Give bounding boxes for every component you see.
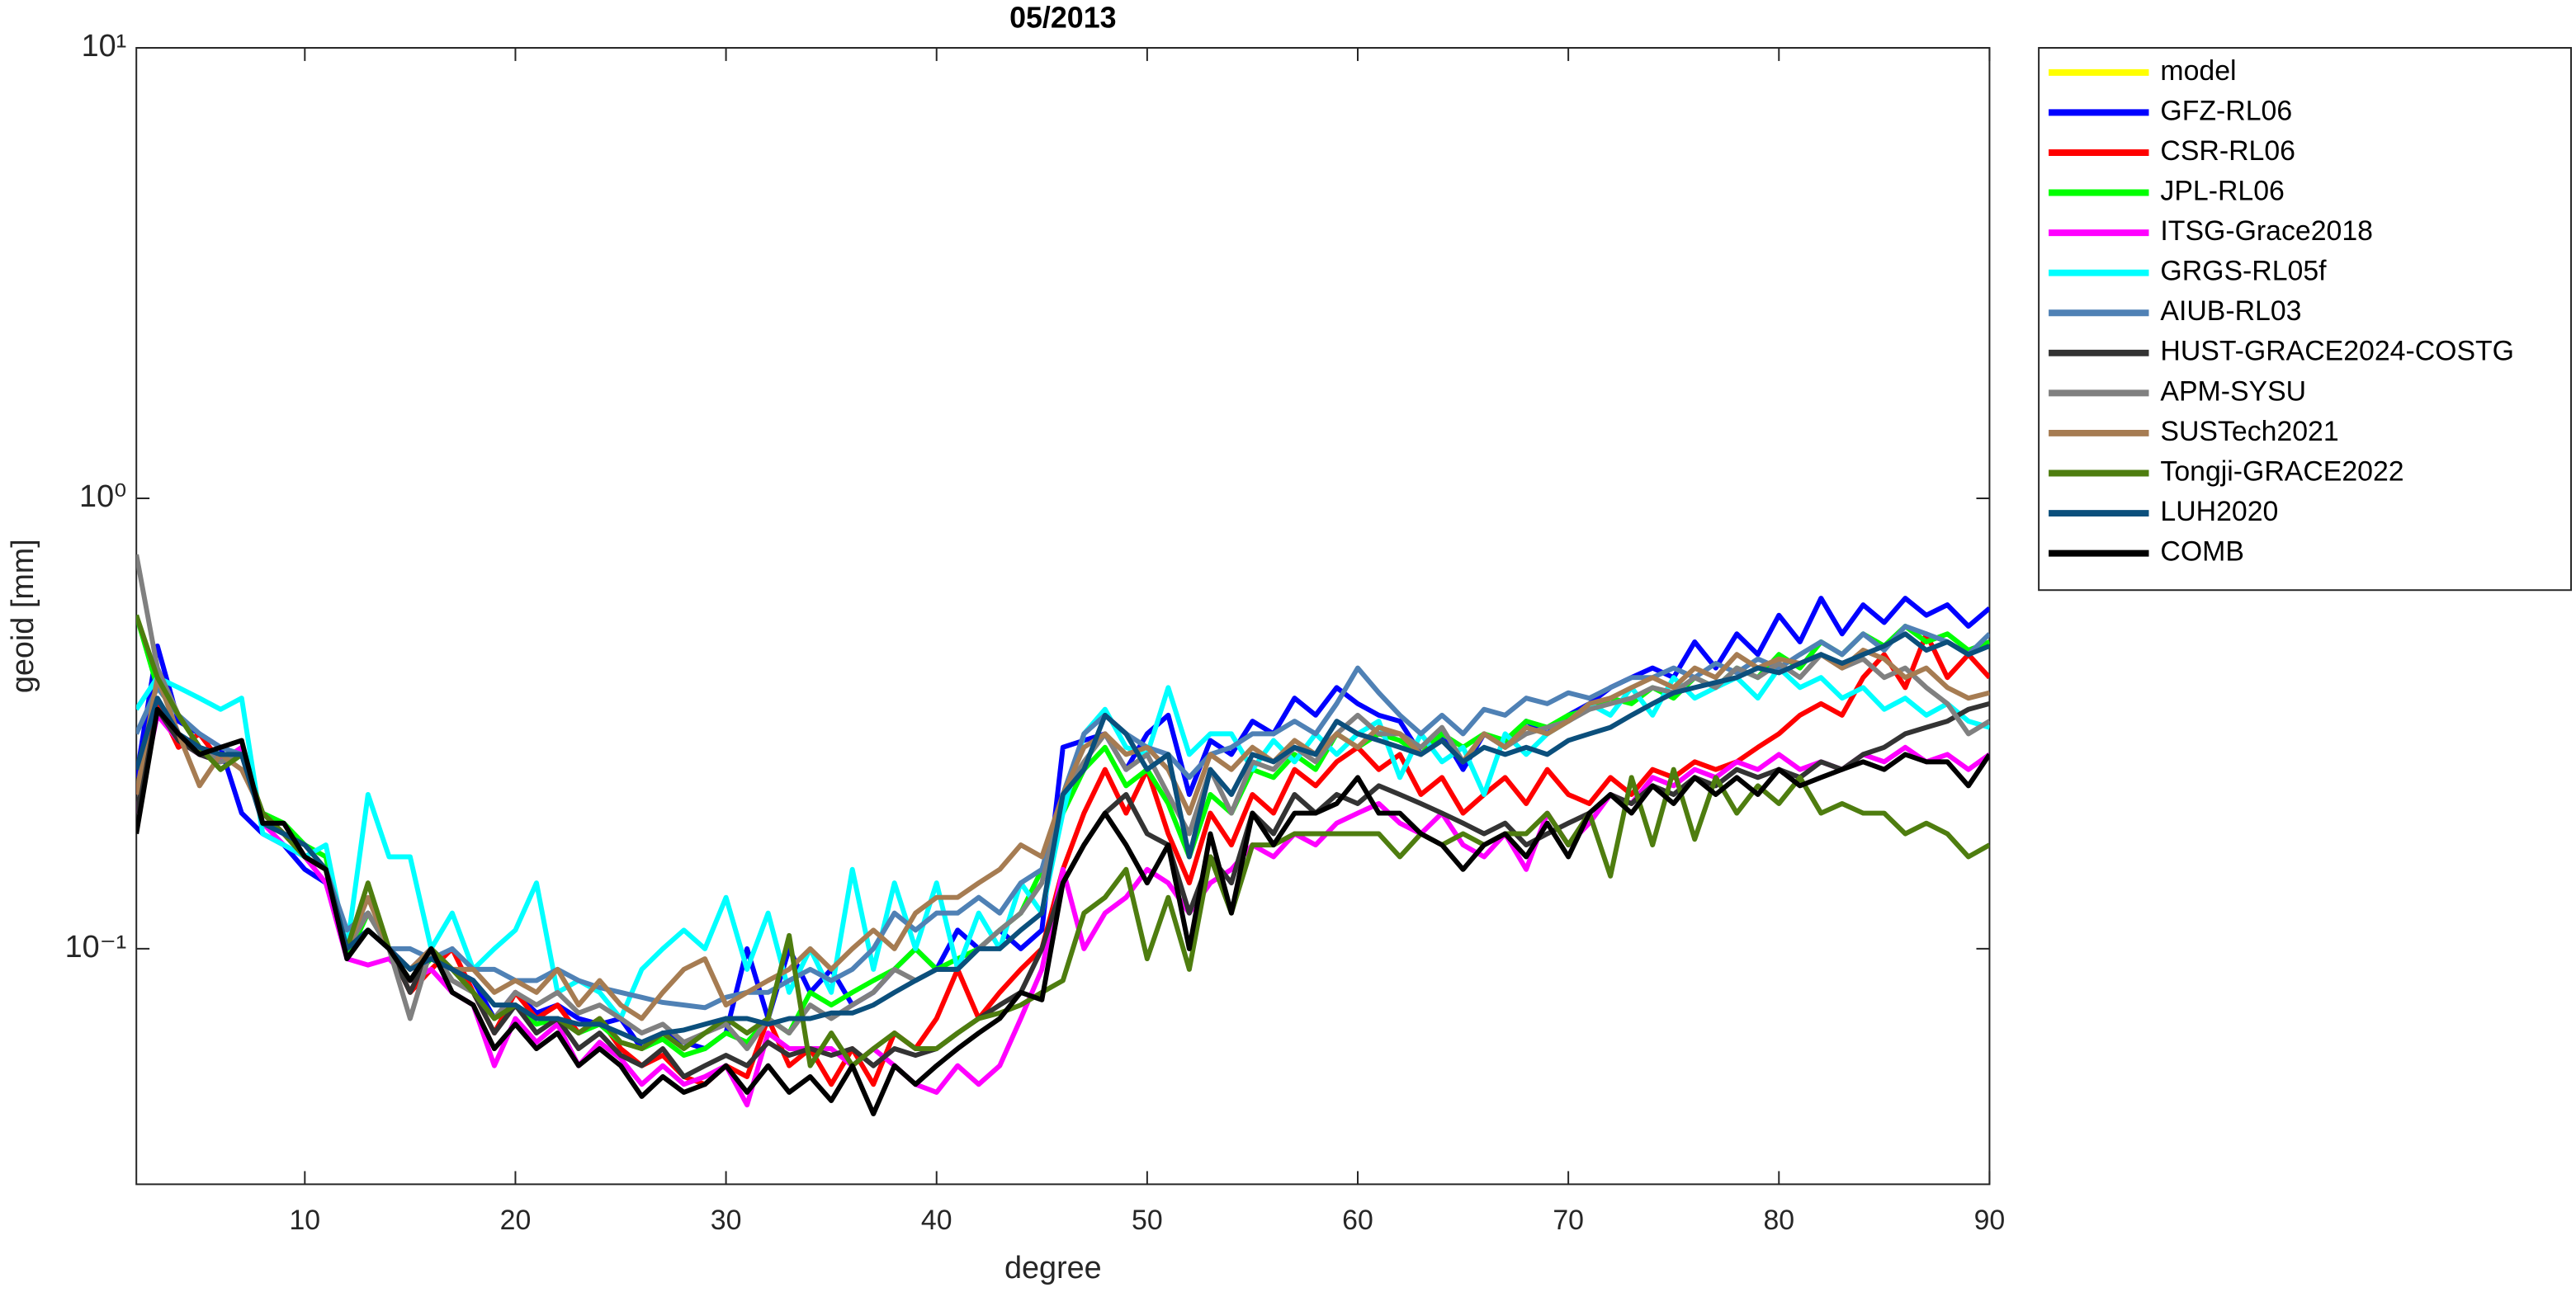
x-tick-label: 50: [1132, 1205, 1163, 1236]
series-line: [136, 706, 1990, 1117]
x-axis-label: degree: [1004, 1251, 1102, 1285]
legend-label: JPL-RL06: [2160, 175, 2284, 206]
series-line: [136, 712, 1990, 1108]
legend-label: ITSG-Grace2018: [2160, 215, 2373, 247]
legend-label: LUH2020: [2160, 496, 2278, 527]
legend-box: [2038, 46, 2573, 592]
legend-label: GFZ-RL06: [2160, 95, 2292, 126]
legend-label: COMB: [2160, 536, 2244, 568]
legend-label: SUSTech2021: [2160, 416, 2338, 447]
x-tick-label: 60: [1342, 1205, 1373, 1236]
legend-label: APM-SYSU: [2160, 375, 2306, 407]
x-tick-label: 20: [500, 1205, 532, 1236]
y-tick-label: 10⁻¹: [65, 930, 127, 964]
y-axis-label: geoid [mm]: [6, 539, 40, 693]
legend-label: model: [2160, 55, 2236, 87]
chart-title: 05/2013: [1009, 2, 1116, 35]
series-line: [136, 631, 1990, 1045]
x-tick-label: 80: [1763, 1205, 1794, 1236]
y-tick-label: 10¹: [82, 29, 127, 64]
legend-label: AIUB-RL03: [2160, 295, 2301, 327]
x-tick-label: 90: [1974, 1205, 2006, 1236]
x-tick-label: 40: [921, 1205, 952, 1236]
legend-label: GRGS-RL05f: [2160, 256, 2327, 287]
y-tick-label: 10⁰: [79, 479, 126, 514]
x-tick-label: 30: [711, 1205, 742, 1236]
legend-label: CSR-RL06: [2160, 135, 2295, 167]
legend-label: HUST-GRACE2024-COSTG: [2160, 336, 2514, 367]
x-tick-label: 10: [289, 1205, 320, 1236]
x-tick-label: 70: [1553, 1205, 1584, 1236]
legend-label: Tongji-GRACE2022: [2160, 455, 2403, 487]
